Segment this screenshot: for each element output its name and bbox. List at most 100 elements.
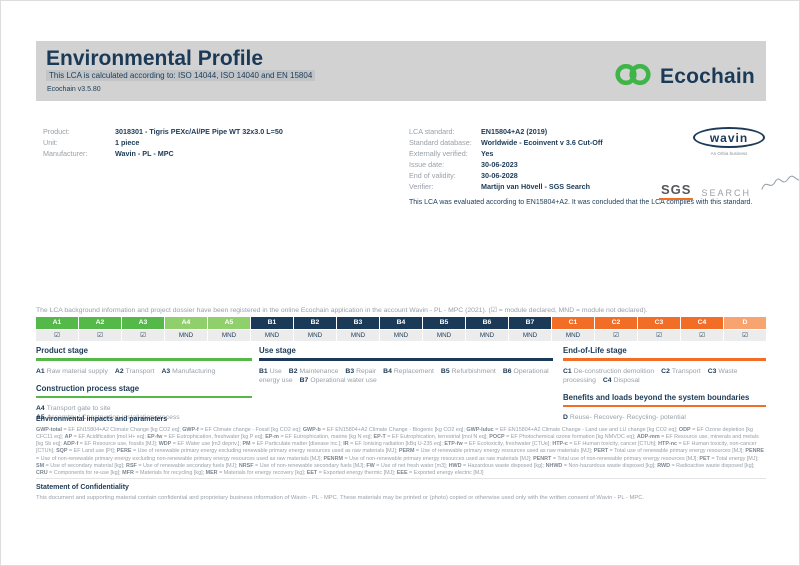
info-row: LCA standard: EN15804+A2 (2019) [409,126,603,137]
module-header-A5: A5 [208,317,250,329]
info-label: Verifier: [409,182,434,191]
page-subtitle: This LCA is calculated according to: ISO… [46,70,316,81]
module-status-B3: MND [337,330,379,341]
stage-item-B6: B6 Operational energy use [259,367,549,384]
impacts-heading: Environmental impacts and parameters [36,416,168,423]
module-header-B6: B6 [466,317,508,329]
ecochain-logo: Ecochain [613,61,755,93]
stage-item-C2: C2 Transport [661,367,701,375]
verifier-signature-icon [759,173,799,200]
ecochain-logo-text: Ecochain [660,65,755,88]
page-title: Environmental Profile [46,47,264,70]
stage-item-D: D Reuse- Recovery- Recycling- potential [563,414,686,421]
module-header-C1: C1 [552,317,594,329]
stage-item-A2: A2 Transport [114,367,155,375]
ecochain-version: Ecochain v3.5.80 [47,86,101,93]
info-value: 1 piece [115,138,140,147]
module-header-B1: B1 [251,317,293,329]
wavin-logo-text: wavin [693,127,765,148]
stage-item-C1: C1 De-construction demolition [563,367,655,375]
info-row: End of validity: 30-06-2028 [409,170,603,181]
stage-item-B2: B2 Maintenance [288,367,339,375]
info-row: Manufacturer: Wavin - PL - MPC [43,148,283,159]
info-value: Yes [481,149,494,158]
info-row: Verifier: Martijn van Hövell - SGS Search [409,181,603,192]
sgs-search-text: SEARCH [701,188,751,198]
module-header-D: D [724,317,766,329]
construction-stage-heading: Construction process stage [36,383,140,393]
impacts-section: Environmental impacts and parameters GWP… [36,416,766,477]
product-stage-rule [36,358,252,361]
end-of-life-items: C1 De-construction demolition C2 Transport C… [563,367,766,385]
module-table: A1 A2 A3 A4 A5 B1 B2 B3 B4 B5 B6 B7 C1 C2 C3 C4 D ☑ ☑ ☑ MND… [36,317,766,341]
benefits-rule [563,404,766,407]
info-value: Martijn van Hövell - SGS Search [481,182,591,191]
info-value: 3018301 - Tigris PEXc/Al/PE Pipe WT 32x3… [115,127,283,136]
stage-item-B7: B7 Operational water use [299,376,377,384]
sgs-logo-text: SGS [659,182,694,200]
use-stage-rule [259,358,553,361]
product-stage-column: Product stage A1 Raw material supply A2 Tra… [36,346,252,430]
info-row: Externally verified: Yes [409,148,603,159]
registration-note: The LCA background information and proje… [36,307,648,314]
sgs-search-logo: SGS SEARCH [659,173,799,200]
module-header-B3: B3 [337,317,379,329]
legend-text: GWP-total = EF EN15804+A2 Climate Change… [36,427,764,476]
module-status-C2: ☑ [595,330,637,341]
use-stage-items: B1 Use B2 Maintenance B3 Repair B4 Replacement B… [259,367,553,385]
stage-item-B3: B3 Repair [345,367,377,375]
module-header-B4: B4 [380,317,422,329]
info-label: Product: [43,127,70,136]
end-of-life-heading: End-of-Life stage [563,346,627,355]
product-stage-heading: Product stage [36,346,88,355]
end-of-life-column: End-of-Life stage C1 De-construction demo… [563,346,766,430]
module-status-row: ☑ ☑ ☑ MND MND MND MND MND MND MND MND MND MND ☑ ☑ ☑ ☑ [36,329,766,341]
module-status-B5: MND [423,330,465,341]
module-status-B4: MND [380,330,422,341]
module-status-B1: MND [251,330,293,341]
module-header-A2: A2 [79,317,121,329]
stage-item-B1: B1 Use [259,367,282,375]
stage-item-B4: B4 Replacement [383,367,434,375]
confidentiality-heading: Statement of Confidentiality [36,484,129,491]
construction-stage-items: A4 Transport gate to site A5 Assembly / Con… [36,404,252,422]
end-of-life-rule [563,358,766,361]
module-status-A4: MND [165,330,207,341]
use-stage-column: Use stage B1 Use B2 Maintenance B3 Repair B4 Re… [259,346,553,393]
confidentiality-section: Statement of Confidentiality This docume… [36,478,766,503]
info-label: LCA standard: [409,127,455,136]
evaluation-note: This LCA was evaluated according to EN15… [409,199,753,206]
benefits-heading: Benefits and loads beyond the system bou… [563,392,750,402]
info-row: Product: 3018301 - Tigris PEXc/Al/PE Pipe… [43,126,283,137]
subtitle-highlight: This LCA is calculated according to: ISO… [46,70,316,81]
stage-item-C4: C4 Disposal [602,376,640,384]
module-header-B2: B2 [294,317,336,329]
stage-item-A1: A1 Raw material supply [36,367,108,375]
module-header-C2: C2 [595,317,637,329]
stage-item-A5: A5 Assembly / Construction installation p… [36,414,180,421]
module-status-B2: MND [294,330,336,341]
module-status-A1: ☑ [36,330,78,341]
lca-info-block: LCA standard: EN15804+A2 (2019) Standard d… [409,126,603,192]
wavin-logo: wavin An Orbia business [691,127,767,156]
info-label: Manufacturer: [43,149,88,158]
construction-stage-rule [36,395,252,398]
module-status-D: ☑ [724,330,766,341]
module-header-B7: B7 [509,317,551,329]
module-header-C4: C4 [681,317,723,329]
info-row: Unit: 1 piece [43,137,283,148]
info-label: End of validity: [409,171,456,180]
info-row: Issue date: 30-06-2023 [409,159,603,170]
product-stage-items: A1 Raw material supply A2 Transport A3 Manufa… [36,367,252,376]
info-value: Worldwide - Ecoinvent v 3.6 Cut-Off [481,138,603,147]
infinity-chain-icon [613,61,653,93]
info-value: EN15804+A2 (2019) [481,127,548,136]
product-info-block: Product: 3018301 - Tigris PEXc/Al/PE Pipe… [43,126,283,159]
stage-item-B5: B5 Refurbishment [440,367,496,375]
module-status-A3: ☑ [122,330,164,341]
module-status-A5: MND [208,330,250,341]
info-label: Unit: [43,138,58,147]
module-header-A4: A4 [165,317,207,329]
module-status-C3: ☑ [638,330,680,341]
